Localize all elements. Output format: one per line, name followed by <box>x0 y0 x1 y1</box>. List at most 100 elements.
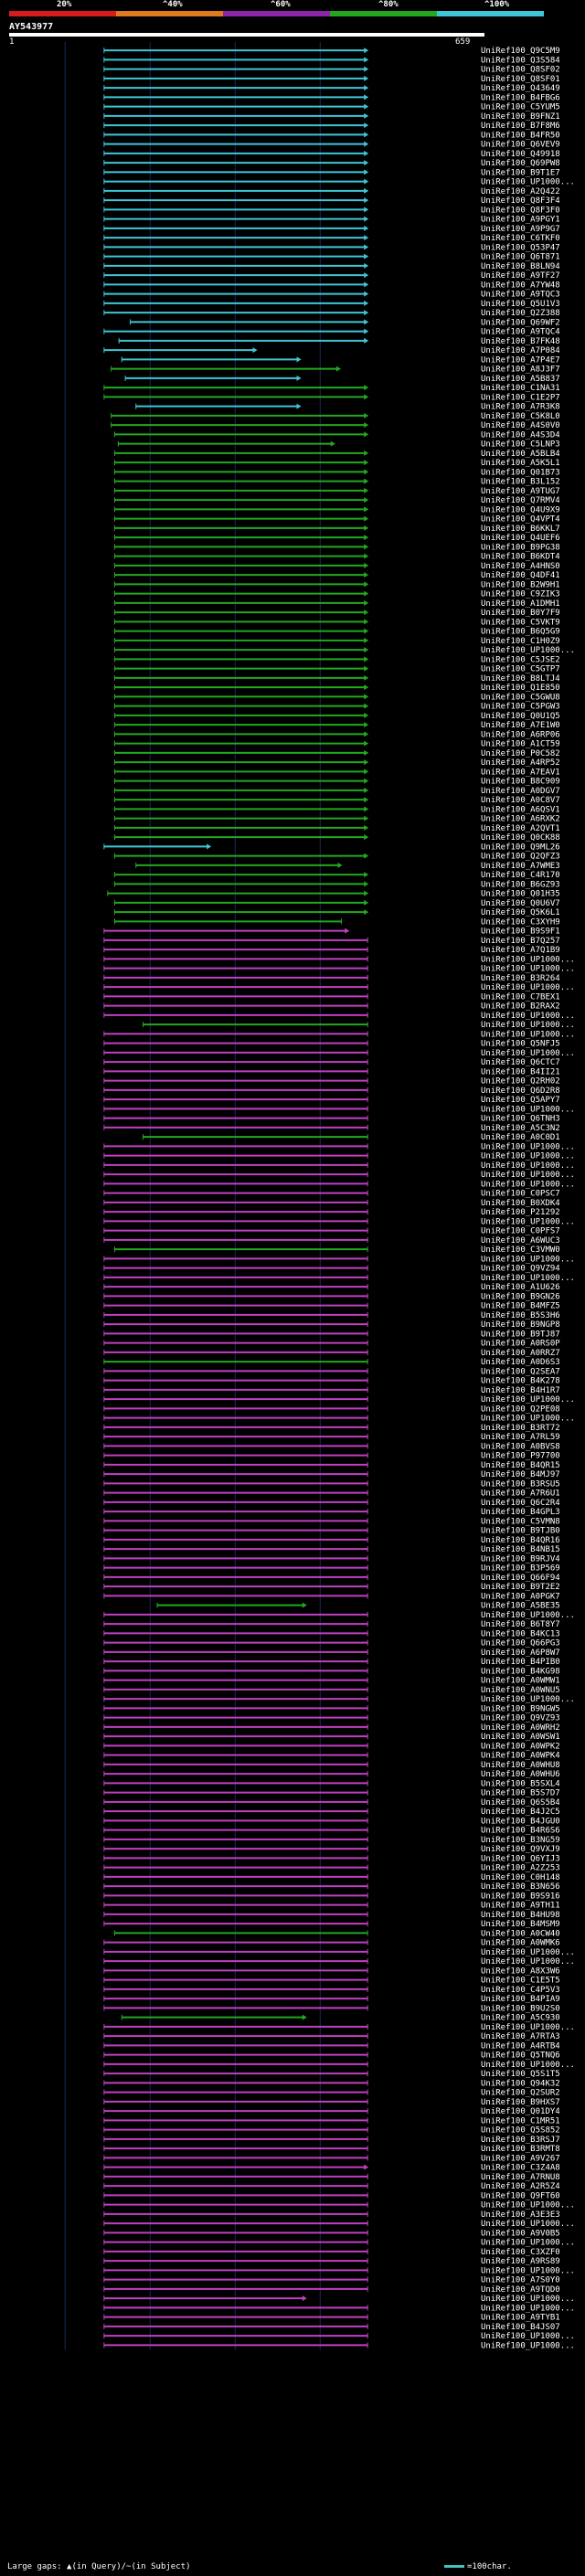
hit-label[interactable]: UniRef100_Q8F3F0 <box>481 206 560 215</box>
hit-label[interactable]: UniRef100_C6TKF0 <box>481 234 560 243</box>
hit-label[interactable]: UniRef100_A9TF27 <box>481 271 560 281</box>
hit-label[interactable]: UniRef100_A3E3E3 <box>481 2210 560 2220</box>
hit-label[interactable]: UniRef100_B4H1R7 <box>481 1386 560 1395</box>
hit-label[interactable]: UniRef100_A0WNU5 <box>481 1686 560 1695</box>
hit-label[interactable]: UniRef100_B6GZ93 <box>481 880 560 889</box>
hit-label[interactable]: UniRef100_B8LTJ4 <box>481 674 560 684</box>
hit-label[interactable]: UniRef100_B5S3H6 <box>481 1311 560 1320</box>
hit-label[interactable]: UniRef100_A7R3K8 <box>481 403 560 412</box>
hit-label[interactable]: UniRef100_A4S3D4 <box>481 430 560 440</box>
hit-label[interactable]: UniRef100_A6WUC3 <box>481 1236 560 1246</box>
hit-label[interactable]: UniRef100_B0Y7F9 <box>481 609 560 618</box>
hit-label[interactable]: UniRef100_Q2SEA7 <box>481 1367 560 1376</box>
hit-label[interactable]: UniRef100_A8J3F7 <box>481 366 560 375</box>
hit-label[interactable]: UniRef100_A9TYB1 <box>481 2314 560 2323</box>
hit-label[interactable]: UniRef100_Q2QFZ3 <box>481 853 560 862</box>
hit-label[interactable]: UniRef100_A7P084 <box>481 346 560 355</box>
hit-label[interactable]: UniRef100_Q69WF2 <box>481 318 560 327</box>
hit-label[interactable]: UniRef100_Q3S584 <box>481 56 560 65</box>
hit-label[interactable]: UniRef100_A5B837 <box>481 375 560 384</box>
hit-label[interactable]: UniRef100_Q8F3F4 <box>481 196 560 206</box>
hit-label[interactable]: UniRef100_B7FK48 <box>481 337 560 346</box>
hit-label[interactable]: UniRef100_C5YUM5 <box>481 103 560 112</box>
hit-label[interactable]: UniRef100_Q2SUR2 <box>481 2089 560 2098</box>
hit-label[interactable]: UniRef100_B6Q5G9 <box>481 628 560 637</box>
hit-label[interactable]: UniRef100_Q4VPT4 <box>481 515 560 525</box>
hit-label[interactable]: UniRef100_Q01B73 <box>481 468 560 477</box>
hit-label[interactable]: UniRef100_A0WHU6 <box>481 1770 560 1779</box>
hit-label[interactable]: UniRef100_B3L152 <box>481 478 560 487</box>
hit-label[interactable]: UniRef100_B9PG38 <box>481 543 560 552</box>
hit-label[interactable]: UniRef100_UP1000... <box>481 1957 575 1966</box>
hit-label[interactable]: UniRef100_UP1000... <box>481 1395 575 1405</box>
hit-label[interactable]: UniRef100_B3P569 <box>481 1564 560 1574</box>
hit-label[interactable]: UniRef100_UP1000... <box>481 965 575 974</box>
hit-label[interactable]: UniRef100_C7BEX1 <box>481 992 560 1002</box>
hit-label[interactable]: UniRef100_A7E1W0 <box>481 721 560 730</box>
hit-label[interactable]: UniRef100_A5C3N2 <box>481 1124 560 1133</box>
hit-label[interactable]: UniRef100_Q9VZ93 <box>481 1714 560 1723</box>
hit-label[interactable]: UniRef100_Q9FT60 <box>481 2191 560 2200</box>
hit-label[interactable]: UniRef100_B4II21 <box>481 1067 560 1076</box>
hit-label[interactable]: UniRef100_A0D6S3 <box>481 1358 560 1367</box>
hit-label[interactable]: UniRef100_Q5TNQ6 <box>481 2051 560 2061</box>
hit-label[interactable]: UniRef100_UP1000... <box>481 2341 575 2350</box>
hit-label[interactable]: UniRef100_C3VMW0 <box>481 1246 560 1255</box>
hit-label[interactable]: UniRef100_B2W9H1 <box>481 580 560 589</box>
hit-label[interactable]: UniRef100_Q2PE08 <box>481 1405 560 1414</box>
hit-label[interactable]: UniRef100_A5BE35 <box>481 1602 560 1611</box>
hit-label[interactable]: UniRef100_C1NA31 <box>481 384 560 393</box>
hit-label[interactable]: UniRef100_B9NGP8 <box>481 1320 560 1330</box>
hit-label[interactable]: UniRef100_B9T2E2 <box>481 1583 560 1592</box>
hit-label[interactable]: UniRef100_A0CW40 <box>481 1929 560 1938</box>
hit-label[interactable]: UniRef100_B8C909 <box>481 778 560 787</box>
hit-label[interactable]: UniRef100_Q6T871 <box>481 253 560 262</box>
hit-label[interactable]: UniRef100_UP1000... <box>481 2061 575 2070</box>
hit-label[interactable]: UniRef100_A9TH11 <box>481 1902 560 1911</box>
hit-label[interactable]: UniRef100_A9TUG7 <box>481 487 560 496</box>
hit-label[interactable]: UniRef100_Q2Z388 <box>481 309 560 318</box>
hit-label[interactable]: UniRef100_A7Q1B9 <box>481 946 560 955</box>
hit-label[interactable]: UniRef100_B4JS07 <box>481 2323 560 2332</box>
hit-label[interactable]: UniRef100_Q0U6V7 <box>481 899 560 908</box>
hit-label[interactable]: UniRef100_Q9VZ94 <box>481 1265 560 1274</box>
hit-label[interactable]: UniRef100_B3NG59 <box>481 1836 560 1845</box>
hit-label[interactable]: UniRef100_Q6VEV9 <box>481 141 560 150</box>
hit-label[interactable]: UniRef100_C0PSC7 <box>481 1190 560 1199</box>
hit-label[interactable]: UniRef100_Q8SF01 <box>481 75 560 84</box>
hit-label[interactable]: UniRef100_A2Z253 <box>481 1864 560 1873</box>
hit-label[interactable]: UniRef100_B9S9F1 <box>481 928 560 937</box>
hit-label[interactable]: UniRef100_UP1000... <box>481 1611 575 1620</box>
hit-label[interactable]: UniRef100_UP1000... <box>481 1049 575 1058</box>
hit-label[interactable]: UniRef100_UP1000... <box>481 1021 575 1030</box>
hit-label[interactable]: UniRef100_A9P9G7 <box>481 225 560 234</box>
hit-label[interactable]: UniRef100_C4R170 <box>481 871 560 880</box>
hit-label[interactable]: UniRef100_A0RS0P <box>481 1340 560 1349</box>
hit-label[interactable]: UniRef100_UP1000... <box>481 1695 575 1704</box>
hit-label[interactable]: UniRef100_A6RP06 <box>481 730 560 739</box>
hit-label[interactable]: UniRef100_C5GWU8 <box>481 693 560 702</box>
hit-label[interactable]: UniRef100_UP1000... <box>481 1152 575 1161</box>
hit-label[interactable]: UniRef100_UP1000... <box>481 1142 575 1151</box>
hit-label[interactable]: UniRef100_B4K278 <box>481 1377 560 1386</box>
hit-label[interactable]: UniRef100_UP1000... <box>481 2304 575 2313</box>
hit-label[interactable]: UniRef100_Q6D2R8 <box>481 1087 560 1096</box>
hit-label[interactable]: UniRef100_UP1000... <box>481 2201 575 2210</box>
hit-label[interactable]: UniRef100_B9GN26 <box>481 1292 560 1301</box>
hit-label[interactable]: UniRef100_Q66F94 <box>481 1574 560 1583</box>
hit-label[interactable]: UniRef100_B6T8Y7 <box>481 1620 560 1629</box>
hit-label[interactable]: UniRef100_Q94K32 <box>481 2079 560 2088</box>
hit-label[interactable]: UniRef100_UP1000... <box>481 1030 575 1039</box>
hit-label[interactable]: UniRef100_B4JGU0 <box>481 1817 560 1826</box>
hit-label[interactable]: UniRef100_UP1000... <box>481 955 575 964</box>
hit-label[interactable]: UniRef100_B3RMT8 <box>481 2145 560 2154</box>
hit-label[interactable]: UniRef100_A7YW48 <box>481 281 560 290</box>
hit-label[interactable]: UniRef100_Q9ML26 <box>481 843 560 852</box>
hit-label[interactable]: UniRef100_B4R6S6 <box>481 1827 560 1836</box>
hit-label[interactable]: UniRef100_UP1000... <box>481 1948 575 1957</box>
hit-label[interactable]: UniRef100_Q01H35 <box>481 890 560 899</box>
hit-label[interactable]: UniRef100_C0PFS7 <box>481 1227 560 1236</box>
hit-label[interactable]: UniRef100_B3RSU5 <box>481 1479 560 1489</box>
hit-label[interactable]: UniRef100_Q5S1T5 <box>481 2070 560 2079</box>
hit-label[interactable]: UniRef100_UP1000... <box>481 1012 575 1021</box>
